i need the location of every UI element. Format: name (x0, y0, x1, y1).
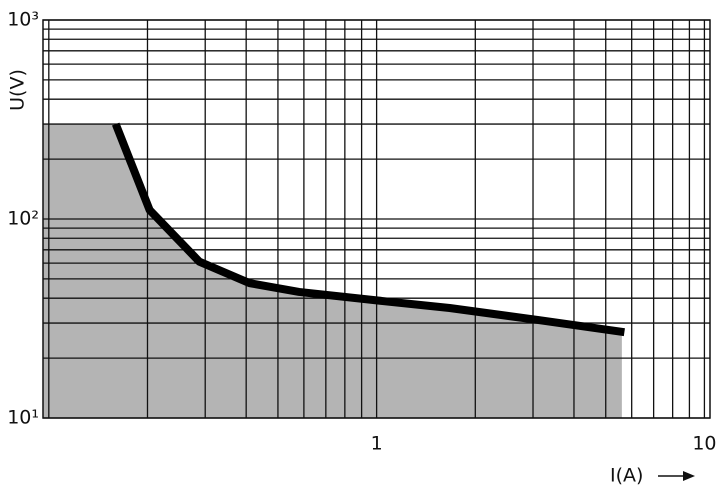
x-tick-label: 10 (692, 433, 716, 455)
y-tick-label: 10³ (7, 9, 39, 31)
y-tick-label: 10² (7, 208, 39, 230)
y-axis-label: U(V) (7, 69, 29, 111)
x-tick-label: 1 (371, 433, 383, 455)
x-axis-label: I(A) (610, 465, 643, 487)
x-label-arrow (658, 471, 695, 481)
curve (112, 122, 625, 337)
plot-frame (42, 19, 711, 419)
y-tick-label: 10¹ (7, 407, 39, 429)
shaded-area (43, 124, 622, 419)
